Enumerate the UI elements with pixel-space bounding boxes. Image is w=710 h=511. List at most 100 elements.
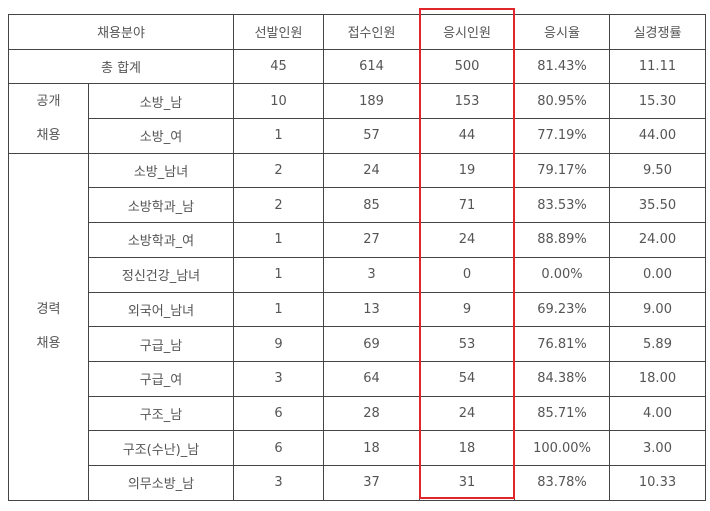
recruit-table: 채용분야 선발인원 접수인원 응시인원 응시율 실경쟁률 총 합계 45 614 500 81.43… <box>8 14 706 501</box>
data-row: 경력 채용 소방_남녀 2 24 19 79.17% 9.50 <box>8 152 706 501</box>
field-cell: 외국어_남녀 <box>88 291 234 328</box>
field-cell: 구급_여 <box>88 360 234 397</box>
field-cell: 정신건강_남녀 <box>88 256 234 293</box>
cell: 9.00 <box>609 291 706 328</box>
cell: 2 <box>233 187 324 224</box>
group-label-line: 채용 <box>36 335 61 351</box>
field-cell: 소방학과_여 <box>88 222 234 258</box>
cell: 81.43% <box>514 48 610 85</box>
field-cell: 소방_여 <box>88 118 234 154</box>
cell: 83.53% <box>514 187 610 224</box>
cell: 10 <box>233 83 324 120</box>
cell: 13 <box>323 291 420 328</box>
cell: 1 <box>233 291 324 328</box>
cell: 44.00 <box>609 118 706 154</box>
field-cell: 구급_남 <box>88 326 234 362</box>
data-row: 의무소방_남 3 37 31 83.78% 10.33 <box>9 464 706 501</box>
data-row: 정신건강_남녀 1 3 0 0.00% 0.00 <box>9 256 706 293</box>
cell: 4.00 <box>609 395 706 432</box>
cell: 35.50 <box>609 187 706 224</box>
cell: 84.38% <box>514 360 610 397</box>
cell: 31 <box>419 464 515 501</box>
cell: 0.00% <box>514 256 610 293</box>
data-row: 소방학과_남 2 85 71 83.53% 35.50 <box>9 187 706 224</box>
data-row: 소방학과_여 1 27 24 88.89% 24.00 <box>9 222 706 258</box>
data-row: 구급_남 9 69 53 76.81% 5.89 <box>9 326 706 362</box>
data-row: 구급_여 3 64 54 84.38% 18.00 <box>9 360 706 397</box>
header-cell: 응시인원 <box>419 14 515 50</box>
field-cell: 의무소방_남 <box>88 464 234 501</box>
cell: 28 <box>323 395 420 432</box>
cell: 1 <box>233 222 324 258</box>
cell: 24.00 <box>609 222 706 258</box>
group-label-line: 공개 <box>36 93 61 109</box>
cell: 15.30 <box>609 83 706 120</box>
total-label: 총 합계 <box>8 48 234 85</box>
cell: 83.78% <box>514 464 610 501</box>
cell: 69.23% <box>514 291 610 328</box>
cell: 1 <box>233 256 324 293</box>
header-cell: 접수인원 <box>323 14 420 50</box>
header-row: 채용분야 선발인원 접수인원 응시인원 응시율 실경쟁률 <box>8 14 706 50</box>
header-cell: 응시율 <box>514 14 610 50</box>
cell: 0.00 <box>609 256 706 293</box>
cell: 24 <box>323 152 420 189</box>
cell: 76.81% <box>514 326 610 362</box>
cell: 5.89 <box>609 326 706 362</box>
cell: 45 <box>233 48 324 85</box>
cell: 3 <box>233 464 324 501</box>
cell: 69 <box>323 326 420 362</box>
cell: 77.19% <box>514 118 610 154</box>
cell: 37 <box>323 464 420 501</box>
cell: 24 <box>419 222 515 258</box>
cell: 18 <box>323 430 420 466</box>
field-cell: 소방학과_남 <box>88 187 234 224</box>
cell: 100.00% <box>514 430 610 466</box>
cell: 85.71% <box>514 395 610 432</box>
cell: 79.17% <box>514 152 610 189</box>
field-cell: 소방_남녀 <box>88 152 234 189</box>
cell: 6 <box>233 395 324 432</box>
cell: 500 <box>419 48 515 85</box>
cell: 1 <box>233 118 324 154</box>
cell: 27 <box>323 222 420 258</box>
data-row: 구조(수난)_남 6 18 18 100.00% 3.00 <box>9 430 706 466</box>
cell: 11.11 <box>609 48 706 85</box>
header-cell: 실경쟁률 <box>609 14 706 50</box>
field-cell: 구조_남 <box>88 395 234 432</box>
total-row: 총 합계 45 614 500 81.43% 11.11 <box>8 48 706 85</box>
highlight-box <box>419 8 515 499</box>
cell: 3.00 <box>609 430 706 466</box>
cell: 44 <box>419 118 515 154</box>
data-row: 외국어_남녀 1 13 9 69.23% 9.00 <box>9 291 706 328</box>
cell: 88.89% <box>514 222 610 258</box>
cell: 6 <box>233 430 324 466</box>
cell: 9.50 <box>609 152 706 189</box>
header-cell: 선발인원 <box>233 14 324 50</box>
data-row: 공개 채용 소방_남 10 189 153 80.95% 15.30 <box>8 83 706 154</box>
group-label-line: 경력 <box>36 301 61 317</box>
cell: 80.95% <box>514 83 610 120</box>
data-row: 소방_여 1 57 44 77.19% 44.00 <box>9 118 706 154</box>
cell: 3 <box>323 256 420 293</box>
cell: 614 <box>323 48 420 85</box>
cell: 3 <box>233 360 324 397</box>
field-cell: 소방_남 <box>88 83 234 120</box>
cell: 189 <box>323 83 420 120</box>
cell: 85 <box>323 187 420 224</box>
cell: 64 <box>323 360 420 397</box>
cell: 0 <box>419 256 515 293</box>
cell: 57 <box>323 118 420 154</box>
header-cell: 채용분야 <box>8 14 234 50</box>
cell: 54 <box>419 360 515 397</box>
cell: 18.00 <box>609 360 706 397</box>
data-row: 구조_남 6 28 24 85.71% 4.00 <box>9 395 706 432</box>
field-cell: 구조(수난)_남 <box>88 430 234 466</box>
cell: 9 <box>233 326 324 362</box>
cell: 2 <box>233 152 324 189</box>
cell: 10.33 <box>609 464 706 501</box>
group-label-line: 채용 <box>36 127 61 143</box>
